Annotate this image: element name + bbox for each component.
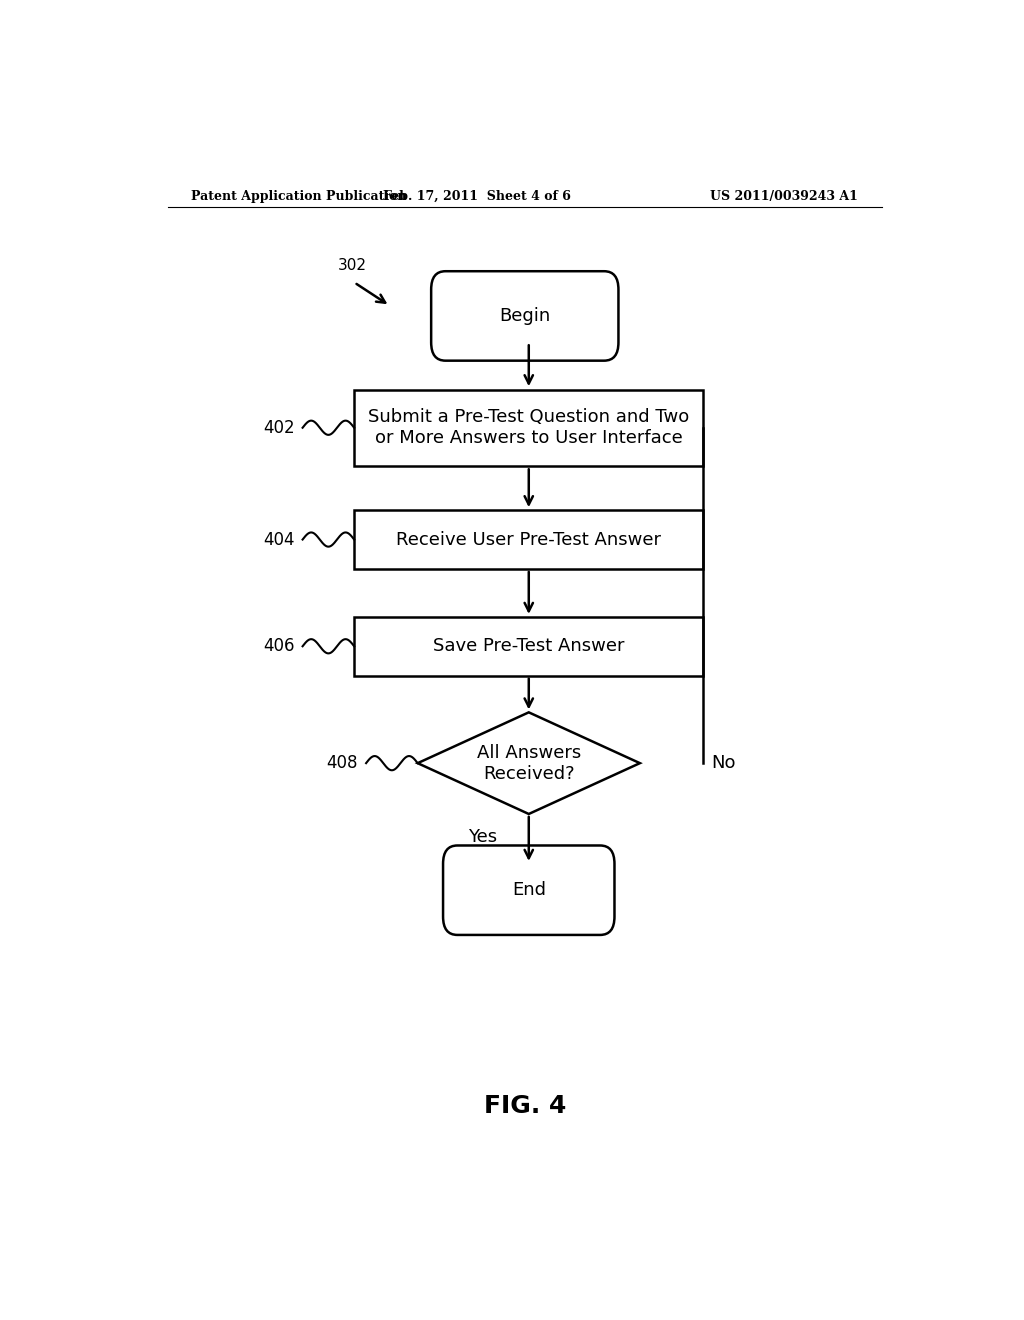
Bar [354, 616, 703, 676]
Bar [354, 510, 703, 569]
Text: 408: 408 [327, 754, 358, 772]
Text: All Answers
Received?: All Answers Received? [476, 743, 581, 783]
Text: FIG. 4: FIG. 4 [483, 1094, 566, 1118]
Text: Submit a Pre-Test Question and Two
or More Answers to User Interface: Submit a Pre-Test Question and Two or Mo… [369, 408, 689, 447]
Text: No: No [712, 754, 736, 772]
FancyBboxPatch shape [443, 846, 614, 935]
Text: 402: 402 [263, 418, 295, 437]
Text: 404: 404 [263, 531, 295, 549]
Text: 406: 406 [263, 638, 295, 655]
Text: Yes: Yes [468, 829, 497, 846]
Text: Receive User Pre-Test Answer: Receive User Pre-Test Answer [396, 531, 662, 549]
Polygon shape [418, 713, 640, 814]
Text: End: End [512, 882, 546, 899]
Text: Begin: Begin [499, 308, 551, 325]
Text: Feb. 17, 2011  Sheet 4 of 6: Feb. 17, 2011 Sheet 4 of 6 [383, 190, 571, 202]
Bar [354, 389, 703, 466]
Text: US 2011/0039243 A1: US 2011/0039243 A1 [711, 190, 858, 202]
Text: Save Pre-Test Answer: Save Pre-Test Answer [433, 638, 625, 655]
FancyBboxPatch shape [431, 271, 618, 360]
Text: 302: 302 [338, 257, 368, 273]
Text: Patent Application Publication: Patent Application Publication [191, 190, 407, 202]
